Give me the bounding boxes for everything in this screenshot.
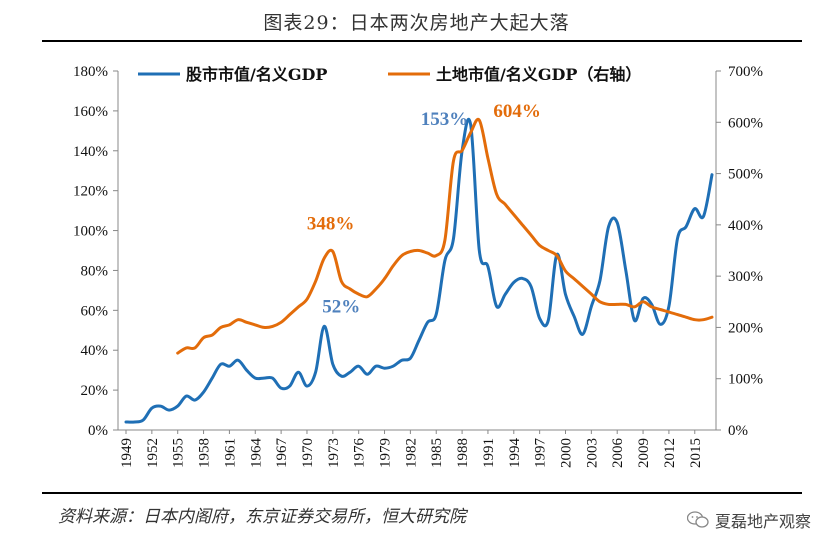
x-tick-label: 1970 xyxy=(300,438,316,468)
stock-series-line xyxy=(124,117,714,424)
plot-frame xyxy=(117,71,717,431)
left-tick-label: 0% xyxy=(88,423,108,439)
left-axis-ticks: 0% 20% 40% 60% 80% 100% 120% 140% 160% 180% xyxy=(73,64,118,439)
x-tick-label: 1985 xyxy=(429,438,445,468)
x-tick-label: 1988 xyxy=(455,438,471,468)
x-tick-label: 1964 xyxy=(248,438,264,469)
x-tick-label: 1991 xyxy=(481,438,497,468)
left-tick-label: 160% xyxy=(73,104,108,120)
left-tick-label: 60% xyxy=(81,303,109,319)
x-tick-label: 2015 xyxy=(688,438,704,468)
x-tick-label: 1958 xyxy=(197,438,213,468)
legend-label: 股市市值/名义GDP xyxy=(186,65,327,84)
watermark: 夏磊地产观察 xyxy=(686,508,811,532)
x-tick-label: 2009 xyxy=(636,438,652,468)
annotation-label: 153% xyxy=(421,109,469,130)
right-tick-label: 100% xyxy=(728,372,763,388)
x-tick-label: 2003 xyxy=(584,438,600,468)
legend-label: 土地市值/名义GDP（右轴） xyxy=(436,65,641,84)
top-rule xyxy=(42,40,802,42)
left-tick-label: 120% xyxy=(73,184,108,200)
right-tick-label: 600% xyxy=(728,115,763,131)
x-tick-label: 1994 xyxy=(507,438,523,469)
x-tick-label: 1955 xyxy=(171,438,187,468)
right-tick-label: 500% xyxy=(728,167,763,183)
x-axis-ticks: 1949 1952 1955 1958 1961 1964 1967 1970 1973 1976… xyxy=(119,430,704,468)
left-tick-label: 40% xyxy=(81,343,109,359)
left-tick-label: 180% xyxy=(73,64,108,80)
left-tick-label: 100% xyxy=(73,224,108,240)
x-tick-label: 2012 xyxy=(662,438,678,468)
annotation-label: 52% xyxy=(322,296,360,317)
watermark-text: 夏磊地产观察 xyxy=(714,512,811,531)
x-tick-label: 1961 xyxy=(222,438,238,468)
x-tick-label: 1967 xyxy=(274,438,290,469)
right-tick-label: 400% xyxy=(728,218,763,234)
right-tick-label: 300% xyxy=(728,269,763,285)
x-tick-label: 1982 xyxy=(403,438,419,468)
left-tick-label: 140% xyxy=(73,144,108,160)
chart-title: 图表29：日本两次房地产大起大落 xyxy=(263,12,570,34)
x-tick-label: 2006 xyxy=(610,438,626,469)
wechat-icon xyxy=(686,511,709,528)
land-series-line xyxy=(176,117,714,355)
right-tick-label: 700% xyxy=(728,64,763,80)
legend: 股市市值/名义GDP 土地市值/名义GDP（右轴） xyxy=(138,65,641,84)
bottom-rule xyxy=(42,492,802,494)
series-layer xyxy=(124,117,714,424)
x-tick-label: 1949 xyxy=(119,438,135,468)
annotation-label: 348% xyxy=(307,214,355,235)
source-note: 资料来源：日本内阁府，东京证券交易所，恒大研究院 xyxy=(58,507,466,527)
x-tick-label: 1973 xyxy=(326,438,342,468)
right-tick-label: 200% xyxy=(728,320,763,336)
right-tick-label: 0% xyxy=(728,423,748,439)
left-tick-label: 80% xyxy=(81,263,109,279)
right-axis-ticks: 0% 100% 200% 300% 400% 500% 600% 700% xyxy=(716,64,763,439)
x-tick-label: 1979 xyxy=(378,438,394,468)
x-tick-label: 1952 xyxy=(145,438,161,468)
annotation-label: 604% xyxy=(493,101,540,122)
x-tick-label: 1997 xyxy=(533,438,549,469)
x-tick-label: 1976 xyxy=(352,438,368,469)
x-tick-label: 2000 xyxy=(559,438,575,468)
annotations: 348% 52% 153% 604% xyxy=(307,101,541,317)
left-tick-label: 20% xyxy=(81,383,109,399)
